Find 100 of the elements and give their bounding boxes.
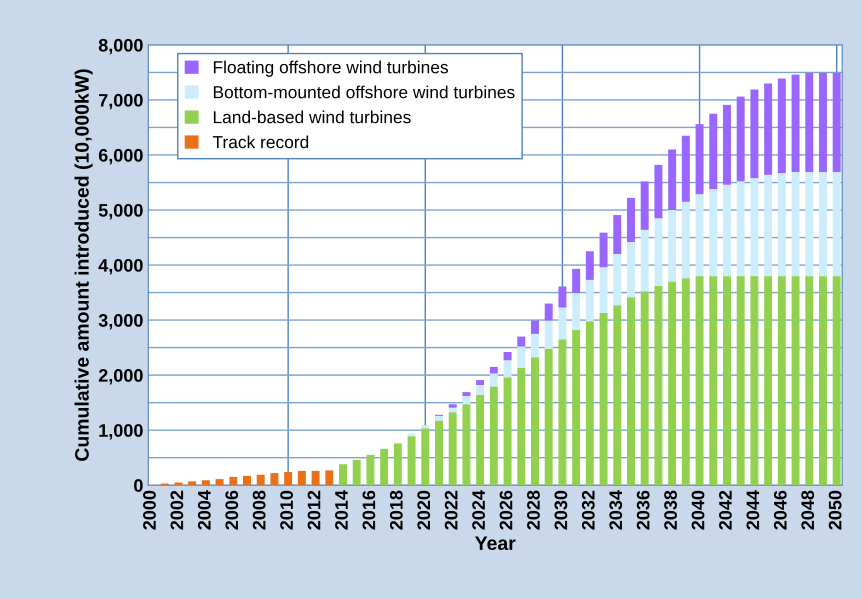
x-tick-label: 2014: [335, 490, 348, 530]
bar: [723, 104, 731, 185]
legend-label: Track record: [212, 136, 308, 148]
bar: [613, 305, 622, 486]
bar: [476, 385, 484, 395]
bar: [174, 482, 182, 486]
bar: [544, 320, 553, 349]
bar: [421, 428, 430, 486]
bar: [256, 474, 265, 486]
bar: [764, 174, 772, 276]
bar: [709, 189, 718, 276]
bar: [654, 218, 662, 286]
bar: [586, 321, 594, 486]
y-tick-label: 4,000: [98, 258, 143, 274]
bar: [832, 172, 841, 276]
legend-label: Bottom-mounted offshore wind turbines: [214, 86, 515, 98]
legend-label: Land-based wind turbines: [214, 110, 411, 124]
x-tick-label: 2046: [774, 490, 787, 530]
x-tick-label: 2032: [582, 490, 595, 530]
bar: [517, 336, 526, 347]
bar: [792, 172, 800, 276]
bar: [202, 480, 210, 486]
y-axis-title: Cumulative amount introduced (10,000kW): [74, 69, 93, 461]
x-tick-label: 2048: [801, 490, 814, 530]
bar: [819, 72, 827, 172]
bar: [805, 172, 814, 276]
bar: [627, 298, 635, 486]
bar: [229, 476, 238, 486]
bar: [819, 276, 827, 486]
x-tick-label: 2002: [170, 490, 184, 530]
bar: [448, 412, 457, 486]
bar: [778, 78, 786, 174]
bar: [490, 386, 498, 486]
bar: [408, 436, 416, 486]
bar: [572, 293, 580, 330]
bar: [736, 181, 745, 276]
bar: [764, 276, 772, 486]
x-tick-label: 2016: [362, 490, 376, 530]
bar: [325, 470, 334, 486]
bar: [792, 74, 800, 172]
y-tick-label: 6,000: [98, 148, 143, 164]
bar: [216, 479, 224, 486]
bar: [312, 470, 320, 486]
bar: [640, 181, 649, 230]
bar: [243, 476, 251, 486]
bar: [586, 280, 594, 322]
x-tick-label: 2022: [444, 490, 458, 530]
bar: [504, 377, 512, 486]
bar: [736, 276, 745, 486]
bar: [531, 334, 539, 358]
bar: [792, 276, 800, 486]
bar: [572, 268, 580, 294]
x-axis-title: Year: [475, 536, 516, 550]
bar: [600, 312, 608, 486]
bar: [490, 366, 498, 374]
bar: [531, 320, 539, 334]
bar: [339, 464, 347, 486]
bar: [476, 380, 484, 386]
bar: [435, 416, 443, 421]
x-tick-label: 2050: [828, 490, 842, 530]
bar: [352, 460, 361, 486]
bar: [805, 276, 814, 486]
bar: [435, 420, 443, 486]
x-tick-label: 2004: [198, 490, 211, 530]
bar: [832, 276, 841, 486]
bar: [298, 470, 306, 486]
bar: [558, 286, 566, 308]
bar: [819, 172, 827, 276]
x-tick-label: 2040: [692, 490, 704, 530]
bar: [764, 83, 772, 175]
bar: [682, 278, 690, 486]
bar: [696, 276, 704, 486]
bar: [600, 232, 608, 268]
bar: [750, 90, 758, 178]
x-tick-label: 2024: [472, 490, 485, 530]
bar: [504, 352, 512, 360]
x-tick-label: 2000: [143, 490, 156, 530]
bar: [270, 473, 278, 486]
bar: [682, 136, 690, 202]
bar: [640, 230, 649, 292]
bar: [544, 348, 553, 486]
x-tick-label: 2010: [280, 490, 293, 530]
bar: [654, 286, 662, 486]
x-tick-label: 2026: [500, 490, 512, 530]
bar: [366, 454, 374, 486]
bar: [462, 396, 470, 404]
bar: [531, 358, 539, 486]
bar: [544, 304, 553, 321]
bar: [448, 404, 457, 408]
y-tick-label: 5,000: [98, 204, 143, 220]
bar: [640, 291, 649, 486]
x-tick-label: 2018: [390, 490, 403, 530]
bar: [654, 164, 662, 218]
bar: [709, 276, 718, 486]
bar: [380, 448, 388, 486]
bar: [778, 276, 786, 486]
bar: [572, 330, 580, 486]
x-tick-label: 2012: [308, 490, 320, 530]
x-tick-label: 2038: [664, 490, 677, 530]
y-tick-label: 2,000: [98, 369, 143, 384]
